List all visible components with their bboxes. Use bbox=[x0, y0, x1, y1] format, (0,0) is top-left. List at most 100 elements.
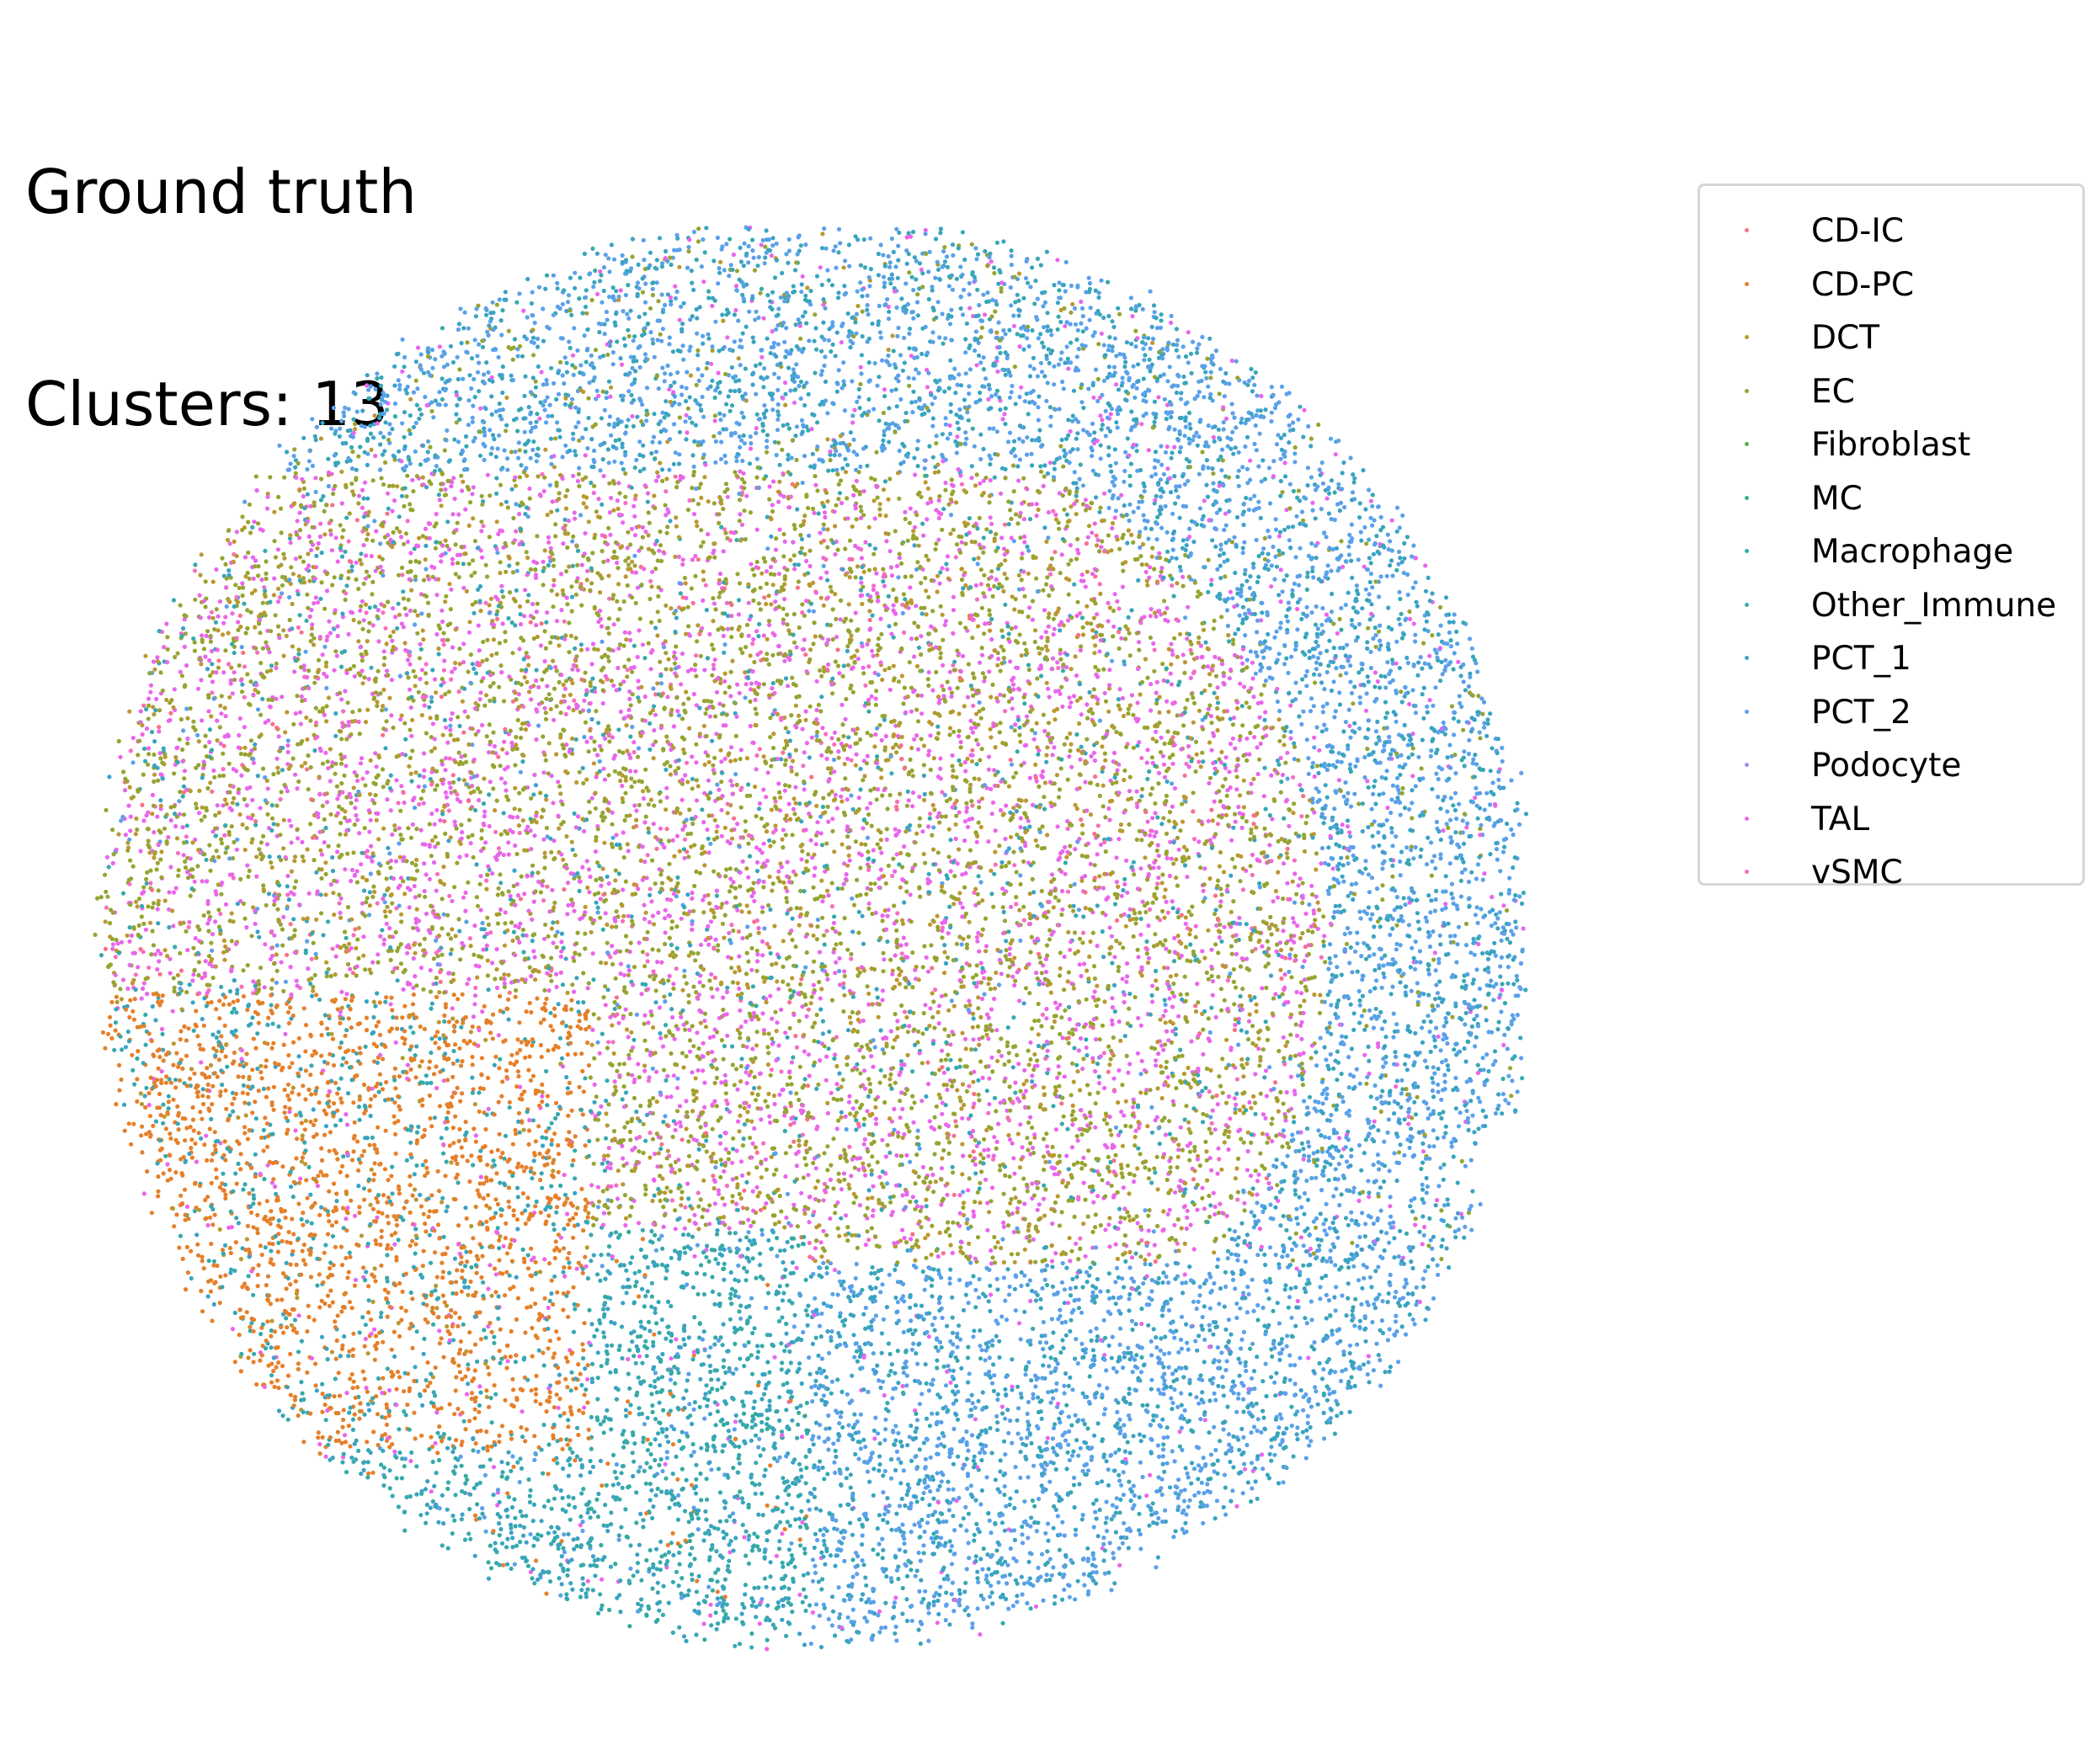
scatter-point bbox=[584, 739, 589, 744]
scatter-point bbox=[727, 1542, 732, 1547]
scatter-point bbox=[1013, 1308, 1018, 1313]
scatter-point bbox=[1318, 1035, 1323, 1041]
scatter-point bbox=[810, 506, 816, 512]
scatter-point bbox=[321, 493, 326, 499]
scatter-point bbox=[621, 1182, 626, 1187]
scatter-point bbox=[1154, 739, 1159, 744]
scatter-point bbox=[781, 964, 786, 969]
scatter-point bbox=[604, 309, 610, 315]
scatter-point bbox=[1174, 1086, 1179, 1091]
scatter-point bbox=[785, 1381, 790, 1386]
scatter-point bbox=[679, 916, 684, 921]
scatter-point bbox=[423, 1487, 428, 1492]
scatter-point bbox=[1299, 1036, 1304, 1041]
scatter-point bbox=[765, 1503, 770, 1508]
scatter-point bbox=[408, 461, 413, 466]
scatter-point bbox=[733, 388, 738, 394]
scatter-point bbox=[227, 1245, 232, 1251]
scatter-point bbox=[488, 451, 493, 456]
scatter-point bbox=[744, 622, 750, 627]
scatter-point bbox=[877, 1468, 882, 1473]
scatter-point bbox=[301, 1211, 306, 1216]
scatter-point bbox=[459, 1517, 464, 1522]
scatter-point bbox=[1170, 1004, 1175, 1009]
scatter-point bbox=[1011, 1156, 1016, 1161]
scatter-point bbox=[841, 1536, 846, 1541]
scatter-point bbox=[795, 482, 800, 487]
scatter-point bbox=[658, 799, 664, 804]
scatter-point bbox=[612, 1469, 617, 1475]
scatter-point bbox=[559, 1539, 564, 1544]
scatter-point bbox=[541, 583, 546, 588]
scatter-point bbox=[499, 1424, 505, 1429]
scatter-point bbox=[1161, 816, 1166, 821]
scatter-point bbox=[565, 1359, 570, 1364]
scatter-point bbox=[715, 782, 720, 787]
scatter-point bbox=[429, 1080, 434, 1085]
scatter-point bbox=[1135, 1051, 1140, 1056]
scatter-point bbox=[1100, 1178, 1105, 1183]
scatter-point bbox=[412, 884, 417, 889]
scatter-point bbox=[761, 754, 766, 759]
scatter-point bbox=[959, 1106, 964, 1111]
scatter-point bbox=[422, 888, 427, 894]
scatter-point bbox=[1435, 1263, 1440, 1268]
scatter-point bbox=[950, 1295, 955, 1300]
scatter-point bbox=[1132, 1173, 1137, 1178]
scatter-point bbox=[722, 1277, 727, 1282]
scatter-point bbox=[540, 1094, 545, 1099]
scatter-point bbox=[999, 644, 1004, 649]
scatter-point bbox=[547, 973, 553, 978]
scatter-point bbox=[1138, 1023, 1143, 1028]
scatter-point bbox=[1041, 1085, 1046, 1090]
scatter-point bbox=[978, 880, 983, 885]
scatter-point bbox=[1458, 673, 1463, 679]
scatter-point bbox=[459, 1289, 464, 1294]
scatter-point bbox=[1223, 776, 1228, 781]
scatter-point bbox=[1366, 1360, 1371, 1365]
scatter-point bbox=[1049, 556, 1054, 562]
scatter-point bbox=[586, 519, 591, 524]
scatter-point bbox=[961, 1153, 966, 1158]
scatter-point bbox=[744, 1529, 749, 1534]
scatter-point bbox=[1057, 1083, 1062, 1089]
scatter-point bbox=[221, 620, 227, 625]
scatter-point bbox=[1027, 517, 1033, 522]
scatter-point bbox=[1161, 1442, 1166, 1447]
scatter-point bbox=[375, 1412, 381, 1417]
scatter-point bbox=[616, 871, 621, 876]
scatter-point bbox=[1107, 1541, 1112, 1546]
scatter-point bbox=[760, 1344, 765, 1349]
scatter-point bbox=[1334, 1107, 1339, 1112]
scatter-point bbox=[1322, 1135, 1328, 1140]
chart-title: Ground truth Clusters: 13 bbox=[25, 15, 417, 510]
scatter-point bbox=[1045, 745, 1050, 750]
scatter-point bbox=[1223, 964, 1228, 969]
scatter-point bbox=[685, 508, 691, 513]
scatter-point bbox=[1326, 511, 1331, 516]
scatter-point bbox=[1234, 768, 1239, 773]
scatter-point bbox=[832, 914, 837, 919]
scatter-point bbox=[663, 503, 668, 508]
scatter-point bbox=[744, 1278, 749, 1283]
scatter-point bbox=[159, 1069, 164, 1074]
scatter-point bbox=[165, 647, 170, 652]
scatter-point bbox=[542, 658, 547, 664]
scatter-point bbox=[554, 1392, 559, 1397]
scatter-point bbox=[378, 541, 383, 546]
scatter-point bbox=[552, 686, 557, 691]
scatter-point bbox=[1266, 666, 1271, 671]
scatter-point bbox=[1366, 679, 1371, 684]
scatter-point bbox=[772, 1222, 778, 1227]
scatter-point bbox=[712, 657, 717, 663]
chart-title-line-2: Clusters: 13 bbox=[25, 369, 417, 439]
scatter-point bbox=[453, 1388, 458, 1393]
scatter-point bbox=[434, 1275, 440, 1280]
scatter-point bbox=[1402, 1117, 1407, 1122]
scatter-point bbox=[1179, 1391, 1184, 1396]
scatter-point bbox=[215, 737, 220, 743]
scatter-point bbox=[812, 1020, 818, 1025]
scatter-point bbox=[806, 391, 811, 397]
scatter-point bbox=[386, 506, 391, 511]
scatter-point bbox=[904, 1373, 909, 1378]
